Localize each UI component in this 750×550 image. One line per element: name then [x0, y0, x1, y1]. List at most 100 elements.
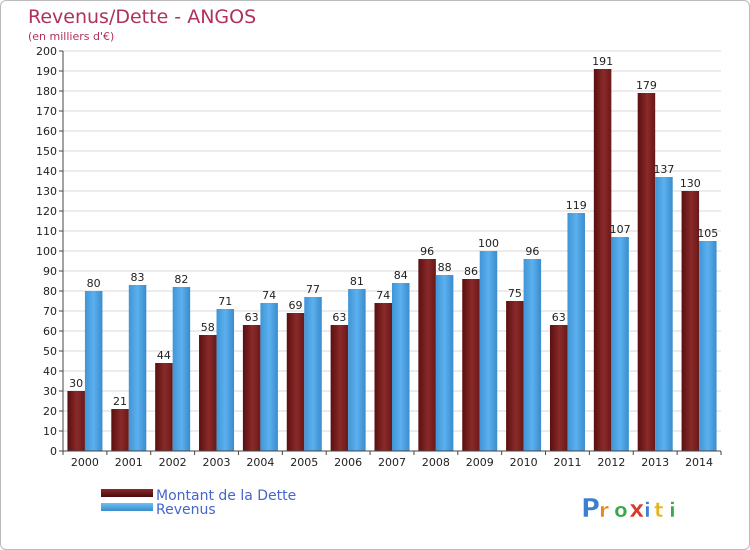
x-tick-label: 2000	[71, 456, 99, 469]
logo-letter: i	[644, 498, 651, 522]
x-tick-label: 2006	[334, 456, 362, 469]
debt-value-label: 69	[289, 299, 303, 312]
y-tick-label: 190	[36, 65, 57, 78]
debt-bar	[418, 259, 436, 451]
x-tick-label: 2014	[685, 456, 713, 469]
logo-letter: x	[629, 495, 645, 523]
chart-subtitle: (en milliers d'€)	[28, 30, 115, 43]
revenue-value-label: 83	[131, 271, 145, 284]
debt-bar	[593, 69, 612, 451]
revenue-value-label: 100	[478, 237, 499, 250]
legend-label-revenue: Revenus	[156, 502, 216, 518]
revenue-bar	[260, 303, 278, 451]
revenue-value-label: 105	[697, 227, 718, 240]
debt-bar	[462, 279, 480, 451]
y-tick-label: 30	[43, 385, 57, 398]
revenue-value-label: 74	[262, 289, 276, 302]
debt-bar	[374, 303, 392, 451]
y-tick-label: 130	[36, 185, 57, 198]
revenue-bar	[611, 237, 629, 451]
x-tick-label: 2002	[159, 456, 187, 469]
x-tick-label: 2012	[597, 456, 625, 469]
revenue-bar	[479, 251, 498, 451]
logo-letter: i	[669, 498, 676, 522]
debt-bar	[199, 335, 217, 451]
debt-bar	[67, 391, 85, 451]
legend-swatch-revenue	[101, 503, 153, 511]
debt-value-label: 130	[680, 177, 701, 190]
y-tick-label: 150	[36, 145, 57, 158]
y-tick-label: 170	[36, 105, 57, 118]
revenue-bar	[655, 177, 673, 451]
debt-value-label: 75	[508, 287, 522, 300]
debt-value-label: 21	[113, 395, 127, 408]
debt-value-label: 63	[552, 311, 566, 324]
x-tick-label: 2009	[466, 456, 494, 469]
y-tick-label: 50	[43, 345, 57, 358]
revenue-bar	[567, 213, 585, 451]
revenue-value-label: 137	[653, 163, 674, 176]
x-tick-label: 2010	[510, 456, 538, 469]
x-tick-label: 2011	[553, 456, 581, 469]
y-tick-label: 70	[43, 305, 57, 318]
y-tick-label: 10	[43, 425, 57, 438]
chart-title: Revenus/Dette - ANGOS	[28, 6, 257, 28]
debt-value-label: 58	[201, 321, 215, 334]
x-tick-label: 2004	[246, 456, 274, 469]
revenue-value-label: 71	[218, 295, 232, 308]
revenue-bar	[216, 309, 235, 451]
y-tick-label: 80	[43, 285, 57, 298]
debt-bar	[286, 313, 305, 451]
debt-bar	[637, 93, 656, 451]
x-tick-label: 2001	[115, 456, 143, 469]
legend-swatch-debt	[101, 489, 153, 497]
y-tick-label: 110	[36, 225, 57, 238]
revenue-value-label: 119	[566, 199, 587, 212]
y-tick-label: 60	[43, 325, 57, 338]
revenue-bar	[172, 287, 191, 451]
legend-label-debt: Montant de la Dette	[156, 488, 296, 504]
y-tick-label: 20	[43, 405, 57, 418]
y-tick-label: 90	[43, 265, 57, 278]
debt-bar	[111, 409, 129, 451]
revenue-value-label: 107	[610, 223, 631, 236]
debt-bar	[681, 191, 700, 451]
y-tick-label: 140	[36, 165, 57, 178]
debt-bar	[506, 301, 524, 451]
revenue-bar	[435, 275, 454, 451]
revenue-value-label: 82	[174, 273, 188, 286]
revenue-bar	[84, 291, 103, 451]
y-tick-label: 160	[36, 125, 57, 138]
revenue-value-label: 81	[350, 275, 364, 288]
debt-bar	[155, 363, 173, 451]
revenue-bar	[392, 283, 410, 451]
revenue-value-label: 84	[394, 269, 408, 282]
proxiti-logo: Pr o x i t i	[581, 494, 676, 525]
debt-bar	[549, 325, 568, 451]
y-tick-label: 200	[36, 45, 57, 58]
x-tick-label: 2003	[203, 456, 231, 469]
debt-value-label: 74	[376, 289, 390, 302]
y-tick-label: 120	[36, 205, 57, 218]
debt-value-label: 179	[636, 79, 657, 92]
logo-letter: t	[654, 498, 664, 522]
debt-value-label: 191	[592, 55, 613, 68]
debt-bar	[330, 325, 349, 451]
logo-letter: P	[581, 494, 600, 524]
x-tick-label: 2013	[641, 456, 669, 469]
debt-value-label: 86	[464, 265, 478, 278]
revenue-value-label: 80	[87, 277, 101, 290]
debt-value-label: 63	[332, 311, 346, 324]
y-tick-label: 0	[50, 445, 57, 458]
logo-letter: o	[614, 498, 628, 522]
revenue-value-label: 88	[438, 261, 452, 274]
x-tick-label: 2008	[422, 456, 450, 469]
y-tick-label: 40	[43, 365, 57, 378]
y-tick-label: 100	[36, 245, 57, 258]
x-tick-label: 2007	[378, 456, 406, 469]
revenue-value-label: 77	[306, 283, 320, 296]
revenue-bar	[128, 285, 147, 451]
revenue-value-label: 96	[525, 245, 539, 258]
